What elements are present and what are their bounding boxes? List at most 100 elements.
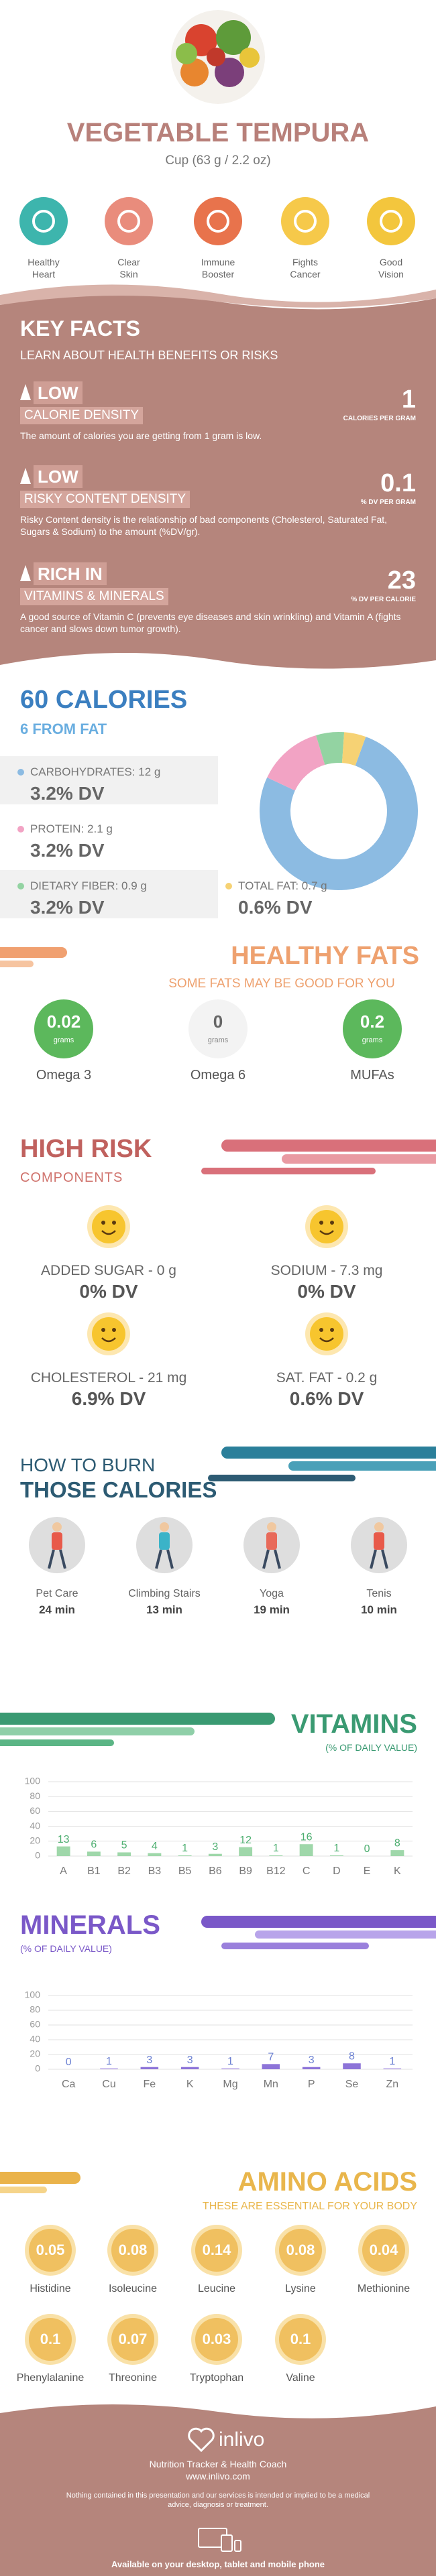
device-icon	[221, 2534, 233, 2552]
benefit-label: Fights Cancer	[290, 257, 321, 280]
row-background	[0, 870, 218, 918]
bar	[343, 2063, 361, 2069]
nutrient-label: PROTEIN: 2.1 g	[30, 822, 113, 836]
emoji-eye	[330, 1328, 334, 1332]
benefit-icon-inner	[32, 210, 55, 233]
amino-value: 0.1	[40, 2331, 61, 2348]
emoji-mouth	[101, 1230, 116, 1235]
fact-topic: RISKY CONTENT DENSITY	[20, 491, 190, 508]
fat-value: 0.02	[46, 1011, 81, 1032]
activity-name: Pet Care	[36, 1588, 78, 1600]
fact-icon	[20, 384, 31, 400]
legend-dot	[225, 883, 232, 890]
fat-name: MUFAs	[350, 1067, 394, 1083]
device-icon	[234, 2540, 241, 2552]
food-item	[180, 58, 209, 86]
emoji	[310, 1317, 343, 1351]
fact-level: LOW	[34, 465, 83, 489]
value-label: 13	[58, 1834, 70, 1845]
emoji-eye	[112, 1328, 116, 1332]
figure-body	[266, 1532, 277, 1550]
decor-stripe	[201, 1168, 376, 1174]
y-tick-label: 0	[35, 2063, 40, 2074]
emoji-eye	[319, 1328, 323, 1332]
food-item	[215, 58, 244, 87]
food-item	[176, 43, 197, 64]
fact-icon	[20, 468, 31, 484]
bar	[87, 1851, 101, 1856]
y-tick-label: 40	[30, 2034, 40, 2044]
tagline: Nutrition Tracker & Health Coach	[149, 2459, 287, 2470]
figure-head	[160, 1522, 169, 1532]
title: VEGETABLE TEMPURA	[66, 118, 370, 148]
emoji-mouth	[101, 1337, 116, 1343]
value-label: 12	[239, 1835, 252, 1846]
amino-value: 0.08	[118, 2242, 148, 2259]
benefit-label: Clear Skin	[117, 257, 140, 280]
bar	[299, 1844, 313, 1856]
disclaimer: Nothing contained in this presentation a…	[66, 2492, 370, 2509]
chart-title: VITAMINS	[290, 1709, 417, 1739]
fat-unit: grams	[207, 1036, 229, 1045]
risk-dv: 0% DV	[297, 1280, 356, 1302]
x-tick-label: B1	[87, 1865, 101, 1877]
activity-time: 19 min	[254, 1603, 290, 1617]
amino-blob	[279, 2229, 322, 2272]
brand: inlivo	[219, 2429, 265, 2451]
y-tick-label: 20	[30, 1835, 40, 1846]
value-label: 1	[389, 2056, 395, 2067]
amino-value: 0.08	[286, 2242, 315, 2259]
decor-stripe	[221, 1943, 369, 1949]
benefit-label: Immune Booster	[201, 257, 235, 280]
activity-name: Yoga	[260, 1588, 284, 1600]
amino-name: Leucine	[197, 2283, 236, 2295]
amino-name: Threonine	[108, 2372, 158, 2384]
food-item	[239, 48, 260, 68]
decor-stripe	[0, 1739, 114, 1746]
decor-stripe	[0, 1727, 195, 1735]
value-label: 1	[106, 2056, 112, 2067]
fat-name: Omega 3	[36, 1067, 92, 1083]
figure-legs	[155, 1549, 174, 1569]
bar	[329, 1855, 343, 1856]
legend-dot	[17, 769, 24, 776]
bar	[262, 2064, 280, 2069]
benefit-icon	[105, 197, 153, 245]
section-subtitle: LEARN ABOUT HEALTH BENEFITS OR RISKS	[20, 348, 278, 362]
activity-time: 13 min	[146, 1603, 182, 1617]
bar	[302, 2067, 321, 2069]
x-tick-label: B2	[117, 1865, 131, 1877]
availability: Available on your desktop, tablet and mo…	[111, 2559, 325, 2569]
fat-name: Omega 6	[190, 1067, 246, 1083]
section-subtitle: SOME FATS MAY BE GOOD FOR YOU	[168, 977, 395, 991]
risk-label: SAT. FAT - 0.2 g	[276, 1369, 378, 1386]
amino-name: Tryptophan	[189, 2372, 244, 2384]
y-tick-label: 60	[30, 2019, 40, 2030]
fact-text: Risky Content density is the relationshi…	[20, 514, 388, 537]
figure-legs	[370, 1549, 388, 1569]
fact-topic: VITAMINS & MINERALS	[20, 588, 168, 605]
donut-segment	[260, 737, 419, 890]
fat-value: 0.2	[360, 1011, 385, 1032]
activity-time: 24 min	[39, 1603, 75, 1617]
section-subtitle: COMPONENTS	[20, 1170, 123, 1185]
fat-blob	[34, 999, 93, 1058]
section-title: THOSE CALORIES	[20, 1477, 217, 1502]
y-tick-label: 40	[30, 1820, 40, 1831]
x-tick-label: P	[308, 2079, 315, 2090]
benefit-label: Healthy Heart	[28, 257, 60, 280]
nutrient-label: TOTAL FAT: 0.7 g	[238, 879, 327, 893]
emoji-eye	[101, 1221, 105, 1225]
decor-stripe	[282, 1154, 436, 1164]
bar	[148, 1853, 162, 1856]
benefit-icon-inner	[207, 210, 229, 233]
section-subtitle: 6 FROM FAT	[20, 721, 107, 738]
nutrient-amount: 2.1 g	[87, 822, 113, 836]
nutrient-name: TOTAL FAT:	[238, 879, 299, 893]
chart-subtitle: (% OF DAILY VALUE)	[20, 1943, 112, 1955]
fat-blob	[343, 999, 402, 1058]
amino-blob	[111, 2229, 154, 2272]
url: www.inlivo.com	[186, 2471, 250, 2482]
